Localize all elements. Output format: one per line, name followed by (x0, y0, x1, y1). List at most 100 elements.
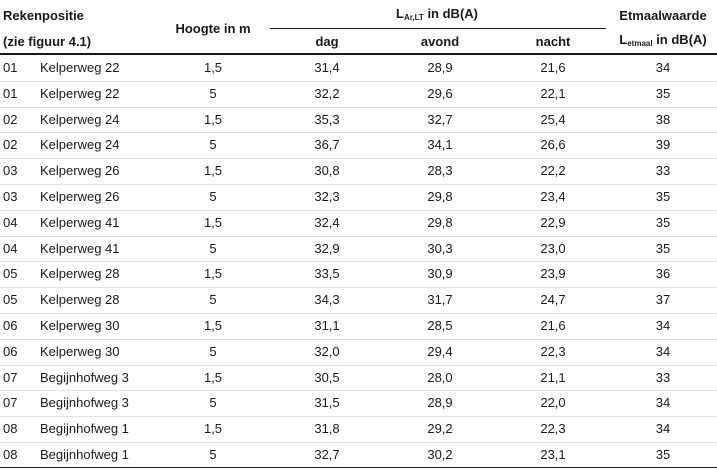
table-cell: 33 (655, 369, 671, 385)
header-cell: Letmaal in dB(A) (619, 32, 706, 52)
table-cell: Begijnhofweg 3 (40, 369, 129, 385)
header-text: L (619, 32, 628, 47)
table-cell: 30,3 (427, 240, 453, 256)
table-cell: 29,2 (427, 421, 453, 437)
table-cell: 5 (209, 189, 217, 204)
table-cell: 34 (655, 60, 671, 75)
table-cell: 22,2 (540, 163, 566, 179)
table-cell: 1,5 (203, 111, 223, 127)
row-separator (0, 132, 717, 134)
table-cell: 28,5 (427, 318, 453, 333)
table-cell: 34,1 (427, 137, 453, 153)
table-cell: 32,4 (314, 214, 340, 230)
table-cell: 33 (655, 163, 671, 179)
table-cell: 32,2 (314, 85, 340, 101)
header-text: L (396, 6, 404, 21)
table-cell: 31,8 (314, 421, 340, 437)
table-cell: 5 (209, 85, 217, 101)
table-cell: 35 (655, 240, 671, 256)
table-cell: Kelperweg 24 (40, 111, 120, 127)
table-cell: 28,9 (427, 60, 453, 75)
table-cell: Kelperweg 28 (40, 266, 120, 282)
table-cell: 35,3 (314, 111, 340, 127)
table-cell: 5 (209, 343, 217, 359)
table-cell: 23,9 (540, 266, 566, 282)
table-cell: 28,9 (427, 395, 453, 411)
table-cell: 34 (655, 343, 671, 359)
table-cell: 36,7 (314, 137, 340, 153)
row-separator (0, 442, 717, 443)
row-separator (0, 106, 717, 108)
table-cell: 07 (3, 369, 18, 385)
header-subscript: etmaal (627, 39, 653, 48)
table-cell: 30,9 (427, 266, 453, 282)
row-separator (0, 416, 717, 418)
table-cell: 02 (3, 137, 18, 153)
table-cell: 26,6 (540, 137, 566, 153)
table-cell: 04 (3, 214, 18, 230)
row-separator (0, 313, 717, 314)
header-rule (0, 53, 717, 55)
table-cell: 02 (3, 111, 18, 127)
table-cell: 29,8 (427, 189, 453, 204)
table-cell: 1,5 (203, 421, 223, 437)
table-cell: 29,4 (427, 343, 453, 359)
header-cell: avond (420, 34, 460, 49)
header-cell: dag (315, 34, 339, 49)
table-cell: 04 (3, 240, 18, 256)
table-cell: 22,3 (540, 343, 566, 359)
table-cell: 21,6 (540, 318, 566, 333)
table-cell: Begijnhofweg 3 (40, 395, 129, 411)
row-separator (0, 184, 717, 185)
table-cell: 32,7 (427, 111, 453, 127)
table-cell: 1,5 (203, 318, 223, 333)
row-separator (0, 287, 717, 289)
table-cell: Kelperweg 26 (40, 163, 120, 179)
row-separator (0, 390, 717, 392)
table-cell: 5 (209, 240, 217, 256)
table-cell: 22,0 (540, 395, 566, 411)
table-cell: 28,3 (427, 163, 453, 179)
table-cell: 5 (209, 292, 217, 308)
table-cell: 08 (3, 421, 18, 437)
header-cell: LAr,LT in dB(A) (396, 6, 478, 26)
table-cell: 29,6 (427, 85, 453, 101)
table-cell: 34 (655, 395, 671, 411)
table-cell: Kelperweg 28 (40, 292, 120, 308)
table-cell: 1,5 (203, 266, 223, 282)
row-separator (0, 235, 717, 237)
row-separator (0, 364, 717, 366)
table-cell: 06 (3, 318, 18, 333)
header-text: in dB(A) (427, 6, 478, 21)
table-cell: 5 (209, 395, 217, 411)
table-cell: 1,5 (203, 214, 223, 230)
table-cell: 23,4 (540, 189, 566, 204)
table-cell: 32,0 (314, 343, 340, 359)
table-cell: Kelperweg 41 (40, 240, 120, 256)
table-cell: 34 (655, 421, 671, 437)
table-cell: Kelperweg 24 (40, 137, 120, 153)
table-cell: 31,4 (314, 60, 340, 75)
table-cell: 03 (3, 163, 18, 179)
table-cell: Kelperweg 26 (40, 189, 120, 204)
table-cell: Kelperweg 30 (40, 318, 120, 333)
group-rule (270, 28, 606, 29)
table-cell: 34,3 (314, 292, 340, 308)
header-subscript: Ar,LT (403, 13, 424, 22)
table-cell: Begijnhofweg 1 (40, 421, 129, 437)
table-cell: 35 (655, 189, 671, 204)
header-cell: (zie figuur 4.1) (3, 34, 92, 49)
row-separator (0, 158, 717, 160)
table-cell: 35 (655, 447, 671, 462)
table-cell: 32,7 (314, 447, 340, 462)
table-cell: 01 (3, 60, 18, 75)
table-cell: 06 (3, 343, 18, 359)
table-cell: Kelperweg 22 (40, 85, 120, 101)
table-cell: 31,5 (314, 395, 340, 411)
table-cell: 31,7 (427, 292, 453, 308)
table-cell: 5 (209, 447, 217, 462)
table-cell: 1,5 (203, 369, 223, 385)
table-cell: 1,5 (203, 60, 223, 75)
table-cell: 21,6 (540, 60, 566, 75)
